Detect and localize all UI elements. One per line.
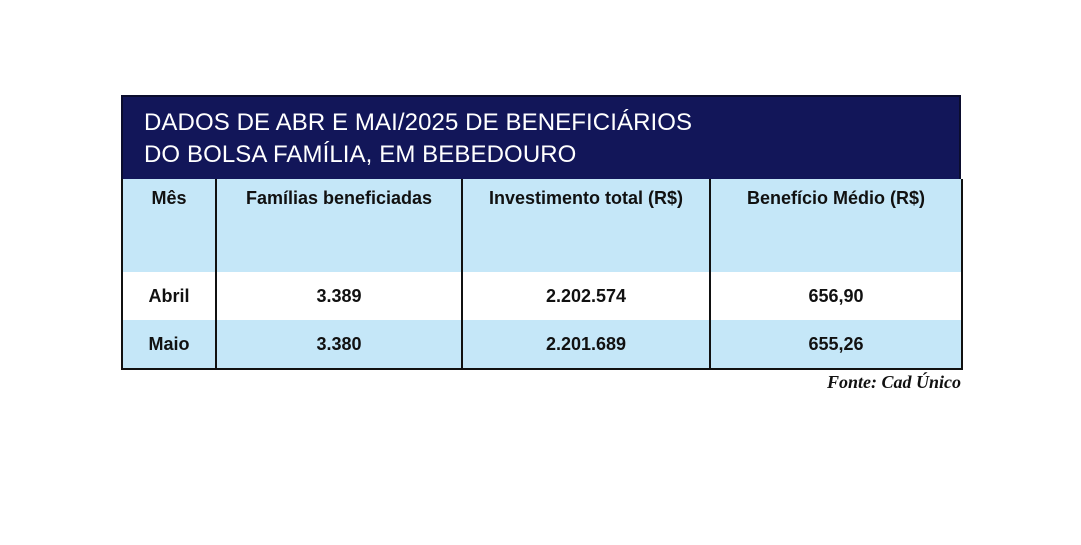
table-title-line-2: DO BOLSA FAMÍLIA, EM BEBEDOURO [144, 141, 577, 168]
infographic: DADOS DE ABR E MAI/2025 DE BENEFICIÁRIOS… [121, 95, 963, 370]
header-investment: Investimento total (R$) [461, 179, 710, 272]
header-row: Mês Famílias beneficiadas Investimento t… [122, 179, 962, 272]
table-row: Abril 3.389 2.202.574 656,90 [122, 272, 962, 320]
cell-investment: 2.201.689 [461, 320, 710, 369]
cell-average-benefit: 655,26 [709, 320, 962, 369]
header-average-benefit: Benefício Médio (R$) [709, 179, 962, 272]
header-families: Famílias beneficiadas [215, 179, 462, 272]
data-table: Mês Famílias beneficiadas Investimento t… [121, 179, 963, 370]
header-month: Mês [122, 179, 216, 272]
cell-month: Abril [122, 272, 216, 320]
cell-families: 3.389 [215, 272, 462, 320]
table-title-line-1: DADOS DE ABR E MAI/2025 DE BENEFICIÁRIOS [144, 109, 693, 136]
table-title: DADOS DE ABR E MAI/2025 DE BENEFICIÁRIOS… [121, 95, 961, 179]
table-row: Maio 3.380 2.201.689 655,26 [122, 320, 962, 369]
cell-average-benefit: 656,90 [709, 272, 962, 320]
cell-investment: 2.202.574 [461, 272, 710, 320]
cell-families: 3.380 [215, 320, 462, 369]
cell-month: Maio [122, 320, 216, 369]
source-caption: Fonte: Cad Único [826, 372, 961, 392]
